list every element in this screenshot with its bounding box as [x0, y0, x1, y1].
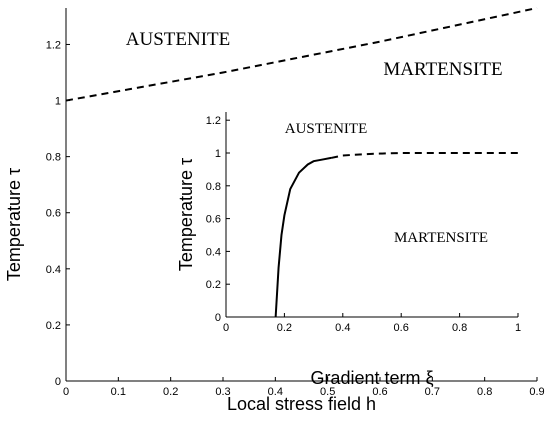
phase-label: MARTENSITE — [394, 230, 488, 246]
y-tick-label: 0.2 — [206, 279, 221, 291]
x-tick-label: 1 — [515, 322, 521, 334]
y-tick-label: 0.6 — [46, 208, 61, 220]
y-tick-label: 0.4 — [206, 246, 221, 258]
curve — [330, 152, 518, 159]
phase-label: MARTENSITE — [383, 59, 502, 80]
y-tick-label: 0.6 — [206, 214, 221, 226]
x-tick-label: 0.1 — [111, 386, 126, 398]
y-tick-label: 0.2 — [46, 320, 61, 332]
curve — [65, 7, 538, 102]
y-tick-label: 0.8 — [206, 181, 221, 193]
x-tick-label: 0.7 — [425, 386, 440, 398]
x-tick-label: 0.2 — [277, 322, 292, 334]
x-tick-label: 0.3 — [215, 386, 230, 398]
y-axis-label: Temperature τ — [4, 168, 24, 281]
y-tick-label: 1 — [55, 96, 61, 108]
x-tick-label: 0.8 — [477, 386, 492, 398]
x-tick-label: 0 — [63, 386, 69, 398]
y-axis-label: Temperature τ — [176, 158, 196, 271]
y-tick-label: 1 — [215, 148, 221, 160]
phase-label: AUSTENITE — [285, 121, 368, 137]
y-tick-label: 0.4 — [46, 264, 61, 276]
y-tick-label: 1.2 — [46, 39, 61, 51]
x-axis-label: Local stress field h — [227, 394, 376, 414]
phase-label: AUSTENITE — [126, 29, 230, 50]
x-tick-label: 0.6 — [372, 386, 387, 398]
y-tick-label: 0 — [55, 376, 61, 388]
y-tick-label: 1.2 — [206, 115, 221, 127]
x-axis-label: Gradient term ξ — [310, 368, 433, 388]
x-tick-label: 0.9 — [529, 386, 544, 398]
x-tick-label: 0.4 — [268, 386, 283, 398]
x-tick-label: 0 — [223, 322, 229, 334]
x-tick-label: 0.2 — [163, 386, 178, 398]
x-tick-label: 0.5 — [320, 386, 335, 398]
x-tick-label: 0.8 — [452, 322, 467, 334]
inset-background — [196, 108, 526, 376]
x-tick-label: 0.6 — [394, 322, 409, 334]
curve — [274, 156, 332, 318]
y-tick-label: 0.8 — [46, 152, 61, 164]
y-tick-label: 0 — [215, 312, 221, 324]
x-tick-label: 0.4 — [335, 322, 350, 334]
